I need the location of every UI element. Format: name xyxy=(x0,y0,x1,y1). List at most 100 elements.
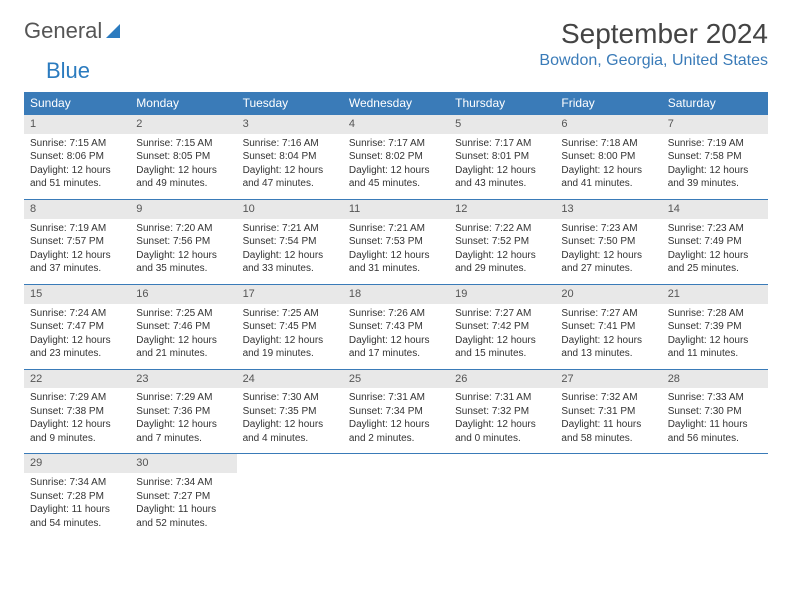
calendar-day-cell: 24Sunrise: 7:30 AMSunset: 7:35 PMDayligh… xyxy=(237,369,343,454)
day-content: Sunrise: 7:20 AMSunset: 7:56 PMDaylight:… xyxy=(130,219,236,284)
day-number: 15 xyxy=(24,285,130,304)
calendar-day-cell: 22Sunrise: 7:29 AMSunset: 7:38 PMDayligh… xyxy=(24,369,130,454)
calendar-week-row: 1Sunrise: 7:15 AMSunset: 8:06 PMDaylight… xyxy=(24,115,768,200)
day-content: Sunrise: 7:23 AMSunset: 7:49 PMDaylight:… xyxy=(662,219,768,284)
calendar-day-cell: .. xyxy=(555,454,661,538)
day-content: Sunrise: 7:24 AMSunset: 7:47 PMDaylight:… xyxy=(24,304,130,369)
day-number: 29 xyxy=(24,454,130,473)
day-content: Sunrise: 7:17 AMSunset: 8:02 PMDaylight:… xyxy=(343,134,449,199)
calendar-week-row: 8Sunrise: 7:19 AMSunset: 7:57 PMDaylight… xyxy=(24,199,768,284)
calendar-day-cell: 30Sunrise: 7:34 AMSunset: 7:27 PMDayligh… xyxy=(130,454,236,538)
day-content: Sunrise: 7:31 AMSunset: 7:32 PMDaylight:… xyxy=(449,388,555,453)
day-number: 26 xyxy=(449,370,555,389)
day-content: Sunrise: 7:15 AMSunset: 8:06 PMDaylight:… xyxy=(24,134,130,199)
day-number: 28 xyxy=(662,370,768,389)
day-number: 3 xyxy=(237,115,343,134)
weekday-header: Monday xyxy=(130,92,236,115)
calendar-day-cell: 17Sunrise: 7:25 AMSunset: 7:45 PMDayligh… xyxy=(237,284,343,369)
calendar-day-cell: 21Sunrise: 7:28 AMSunset: 7:39 PMDayligh… xyxy=(662,284,768,369)
weekday-header-row: SundayMondayTuesdayWednesdayThursdayFrid… xyxy=(24,92,768,115)
day-content: Sunrise: 7:19 AMSunset: 7:58 PMDaylight:… xyxy=(662,134,768,199)
day-number: 24 xyxy=(237,370,343,389)
day-content: Sunrise: 7:22 AMSunset: 7:52 PMDaylight:… xyxy=(449,219,555,284)
weekday-header: Wednesday xyxy=(343,92,449,115)
month-title: September 2024 xyxy=(539,18,768,50)
logo-text-blue: Blue xyxy=(46,58,90,83)
day-content: Sunrise: 7:17 AMSunset: 8:01 PMDaylight:… xyxy=(449,134,555,199)
calendar-day-cell: 29Sunrise: 7:34 AMSunset: 7:28 PMDayligh… xyxy=(24,454,130,538)
weekday-header: Tuesday xyxy=(237,92,343,115)
calendar-day-cell: 27Sunrise: 7:32 AMSunset: 7:31 PMDayligh… xyxy=(555,369,661,454)
day-number: 19 xyxy=(449,285,555,304)
day-content: Sunrise: 7:15 AMSunset: 8:05 PMDaylight:… xyxy=(130,134,236,199)
calendar-day-cell: 16Sunrise: 7:25 AMSunset: 7:46 PMDayligh… xyxy=(130,284,236,369)
day-number: 2 xyxy=(130,115,236,134)
day-number: 4 xyxy=(343,115,449,134)
calendar-day-cell: 10Sunrise: 7:21 AMSunset: 7:54 PMDayligh… xyxy=(237,199,343,284)
day-content: Sunrise: 7:34 AMSunset: 7:27 PMDaylight:… xyxy=(130,473,236,538)
calendar-day-cell: 1Sunrise: 7:15 AMSunset: 8:06 PMDaylight… xyxy=(24,115,130,200)
calendar-table: SundayMondayTuesdayWednesdayThursdayFrid… xyxy=(24,92,768,538)
calendar-day-cell: 4Sunrise: 7:17 AMSunset: 8:02 PMDaylight… xyxy=(343,115,449,200)
day-number: 14 xyxy=(662,200,768,219)
calendar-day-cell: 8Sunrise: 7:19 AMSunset: 7:57 PMDaylight… xyxy=(24,199,130,284)
day-content: Sunrise: 7:21 AMSunset: 7:54 PMDaylight:… xyxy=(237,219,343,284)
calendar-day-cell: 20Sunrise: 7:27 AMSunset: 7:41 PMDayligh… xyxy=(555,284,661,369)
calendar-body: 1Sunrise: 7:15 AMSunset: 8:06 PMDaylight… xyxy=(24,115,768,539)
day-content: Sunrise: 7:29 AMSunset: 7:36 PMDaylight:… xyxy=(130,388,236,453)
calendar-day-cell: 13Sunrise: 7:23 AMSunset: 7:50 PMDayligh… xyxy=(555,199,661,284)
day-number: 12 xyxy=(449,200,555,219)
logo-text-general: General xyxy=(24,18,102,44)
calendar-day-cell: .. xyxy=(449,454,555,538)
calendar-day-cell: 12Sunrise: 7:22 AMSunset: 7:52 PMDayligh… xyxy=(449,199,555,284)
day-content: Sunrise: 7:31 AMSunset: 7:34 PMDaylight:… xyxy=(343,388,449,453)
calendar-day-cell: 5Sunrise: 7:17 AMSunset: 8:01 PMDaylight… xyxy=(449,115,555,200)
day-number: 25 xyxy=(343,370,449,389)
calendar-week-row: 15Sunrise: 7:24 AMSunset: 7:47 PMDayligh… xyxy=(24,284,768,369)
day-number: 21 xyxy=(662,285,768,304)
day-content: Sunrise: 7:30 AMSunset: 7:35 PMDaylight:… xyxy=(237,388,343,453)
day-content: Sunrise: 7:34 AMSunset: 7:28 PMDaylight:… xyxy=(24,473,130,538)
day-number: 11 xyxy=(343,200,449,219)
day-content: Sunrise: 7:18 AMSunset: 8:00 PMDaylight:… xyxy=(555,134,661,199)
day-number: 8 xyxy=(24,200,130,219)
calendar-day-cell: 18Sunrise: 7:26 AMSunset: 7:43 PMDayligh… xyxy=(343,284,449,369)
day-number: 20 xyxy=(555,285,661,304)
calendar-day-cell: 19Sunrise: 7:27 AMSunset: 7:42 PMDayligh… xyxy=(449,284,555,369)
calendar-day-cell: 3Sunrise: 7:16 AMSunset: 8:04 PMDaylight… xyxy=(237,115,343,200)
day-number: 16 xyxy=(130,285,236,304)
calendar-day-cell: 23Sunrise: 7:29 AMSunset: 7:36 PMDayligh… xyxy=(130,369,236,454)
day-content: Sunrise: 7:21 AMSunset: 7:53 PMDaylight:… xyxy=(343,219,449,284)
day-content: Sunrise: 7:19 AMSunset: 7:57 PMDaylight:… xyxy=(24,219,130,284)
weekday-header: Sunday xyxy=(24,92,130,115)
day-number: 27 xyxy=(555,370,661,389)
day-content: Sunrise: 7:32 AMSunset: 7:31 PMDaylight:… xyxy=(555,388,661,453)
logo-sub: Blue xyxy=(24,58,768,84)
calendar-day-cell: .. xyxy=(662,454,768,538)
calendar-day-cell: 6Sunrise: 7:18 AMSunset: 8:00 PMDaylight… xyxy=(555,115,661,200)
weekday-header: Saturday xyxy=(662,92,768,115)
weekday-header: Friday xyxy=(555,92,661,115)
calendar-day-cell: 28Sunrise: 7:33 AMSunset: 7:30 PMDayligh… xyxy=(662,369,768,454)
day-content: Sunrise: 7:29 AMSunset: 7:38 PMDaylight:… xyxy=(24,388,130,453)
day-content: Sunrise: 7:28 AMSunset: 7:39 PMDaylight:… xyxy=(662,304,768,369)
calendar-day-cell: 25Sunrise: 7:31 AMSunset: 7:34 PMDayligh… xyxy=(343,369,449,454)
day-number: 1 xyxy=(24,115,130,134)
logo-sail-icon xyxy=(104,22,124,40)
day-number: 22 xyxy=(24,370,130,389)
day-content: Sunrise: 7:33 AMSunset: 7:30 PMDaylight:… xyxy=(662,388,768,453)
calendar-day-cell: 14Sunrise: 7:23 AMSunset: 7:49 PMDayligh… xyxy=(662,199,768,284)
calendar-day-cell: .. xyxy=(237,454,343,538)
calendar-day-cell: 7Sunrise: 7:19 AMSunset: 7:58 PMDaylight… xyxy=(662,115,768,200)
day-number: 18 xyxy=(343,285,449,304)
day-number: 10 xyxy=(237,200,343,219)
day-number: 23 xyxy=(130,370,236,389)
day-content: Sunrise: 7:25 AMSunset: 7:46 PMDaylight:… xyxy=(130,304,236,369)
day-number: 5 xyxy=(449,115,555,134)
day-content: Sunrise: 7:25 AMSunset: 7:45 PMDaylight:… xyxy=(237,304,343,369)
day-content: Sunrise: 7:26 AMSunset: 7:43 PMDaylight:… xyxy=(343,304,449,369)
day-number: 17 xyxy=(237,285,343,304)
day-content: Sunrise: 7:27 AMSunset: 7:42 PMDaylight:… xyxy=(449,304,555,369)
calendar-week-row: 22Sunrise: 7:29 AMSunset: 7:38 PMDayligh… xyxy=(24,369,768,454)
day-number: 9 xyxy=(130,200,236,219)
